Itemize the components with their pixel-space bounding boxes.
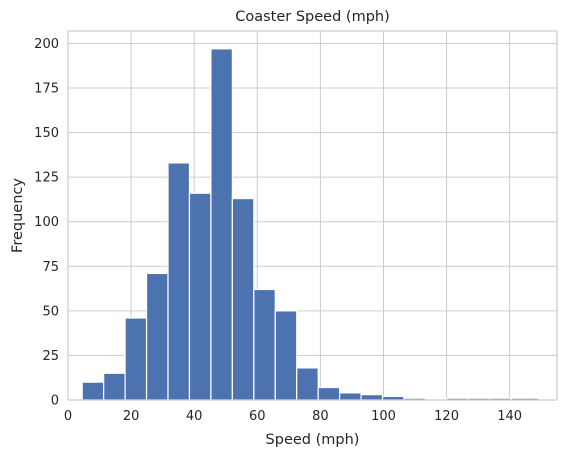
histogram-bar-0 [81, 381, 105, 401]
y-tick-label-8: 200 [34, 37, 59, 52]
plot-frame [67, 30, 558, 401]
x-tick-label-0: 0 [64, 409, 72, 424]
histogram-bar-6 [210, 48, 233, 401]
histogram-bar-11 [317, 386, 341, 401]
x-tick-labels: 0 20 40 60 80 100 120 140 [64, 409, 522, 424]
histogram-bar-10 [296, 367, 319, 401]
histogram-bar-8 [253, 288, 276, 401]
histogram-bar-13 [360, 394, 384, 401]
y-tick-labels: 0 25 50 75 100 125 150 175 200 [34, 37, 59, 409]
y-tick-label-5: 125 [34, 171, 59, 186]
x-tick-label-4: 80 [312, 409, 329, 424]
y-tick-label-3: 75 [42, 260, 59, 275]
y-tick-label-6: 150 [34, 126, 59, 141]
y-tick-label-0: 0 [51, 394, 59, 409]
x-tick-label-1: 20 [123, 409, 140, 424]
y-axis-label: Frequency [10, 178, 26, 253]
y-tick-label-2: 50 [42, 304, 59, 319]
histogram-bar-9 [274, 310, 298, 401]
histogram-bar-1 [103, 372, 126, 401]
x-tick-label-7: 140 [497, 409, 522, 424]
chart-title: Coaster Speed (mph) [235, 9, 390, 25]
y-tick-label-4: 100 [34, 215, 59, 230]
histogram-bars [81, 48, 539, 401]
x-tick-label-6: 120 [434, 409, 459, 424]
histogram-bar-12 [339, 392, 362, 401]
x-axis-label: Speed (mph) [266, 432, 360, 448]
histogram-bar-2 [124, 317, 148, 401]
y-tick-label-7: 175 [34, 82, 59, 97]
histogram-bar-5 [188, 192, 212, 401]
histogram-bar-7 [231, 197, 255, 401]
x-tick-label-2: 40 [186, 409, 203, 424]
histogram-bar-3 [145, 272, 169, 401]
x-tick-label-3: 60 [249, 409, 266, 424]
histogram-bar-4 [167, 162, 191, 401]
x-tick-label-5: 100 [371, 409, 396, 424]
y-tick-label-1: 25 [42, 349, 59, 364]
